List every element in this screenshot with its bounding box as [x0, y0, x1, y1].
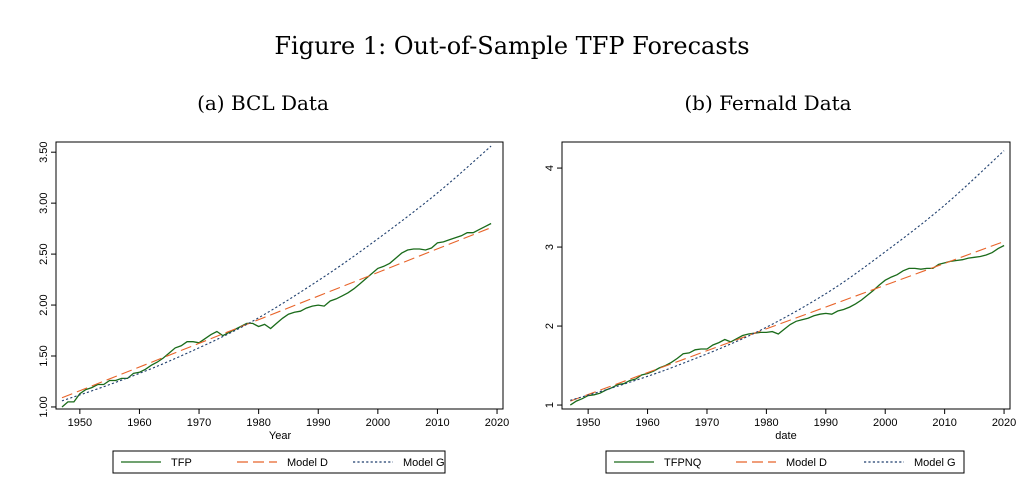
- series-line-3: [570, 150, 1005, 401]
- x-tick-label: 1980: [754, 417, 778, 429]
- x-axis-label: date: [775, 430, 796, 442]
- legend-box: [605, 450, 965, 474]
- x-axis-label: Year: [269, 430, 292, 442]
- legend-label: Model D: [786, 457, 827, 469]
- y-tick-label: 2: [544, 323, 556, 329]
- legend-box: [112, 450, 446, 474]
- series-line-3: [61, 145, 492, 402]
- y-tick-label: 2.50: [38, 243, 50, 264]
- panel-bcl: (a) BCL Data 1950 1960 1970 1980 1990 2000 201…: [38, 91, 509, 474]
- legend-label: TFP: [171, 457, 192, 469]
- plot-area: 1950 1960 1970 1980 1990 2000 2010 2020 1 2 3 4: [544, 141, 1016, 429]
- series-line-1: [569, 244, 1005, 406]
- x-tick-label: 1960: [635, 417, 659, 429]
- y-tick-label: 3.50: [38, 141, 50, 162]
- legend-label: Model G: [403, 457, 445, 469]
- series-line-1: [61, 222, 492, 408]
- x-tick-label: 2000: [873, 417, 897, 429]
- figure-title: Figure 1: Out-of-Sample TFP Forecasts: [274, 32, 749, 60]
- series-line-2: [61, 227, 492, 399]
- y-tick-label: 4: [544, 165, 556, 171]
- plot-frame: [561, 141, 1011, 410]
- x-tick-label: 2000: [366, 417, 390, 429]
- x-tick-label: 2010: [932, 417, 956, 429]
- x-tick-label: 2020: [485, 417, 509, 429]
- y-tick-label: 1.00: [38, 396, 50, 417]
- legend: TFPNQ Model D Model G: [605, 450, 965, 474]
- y-tick-label: 1: [544, 402, 556, 408]
- panel-title: (a) BCL Data: [197, 91, 329, 115]
- y-tick-label: 3.00: [38, 192, 50, 213]
- y-tick-label: 3: [544, 244, 556, 250]
- x-tick-label: 2020: [992, 417, 1016, 429]
- panel-title: (b) Fernald Data: [684, 91, 851, 115]
- series-line-2: [570, 240, 1005, 402]
- y-tick-label: 2.00: [38, 294, 50, 315]
- x-tick-label: 1950: [576, 417, 600, 429]
- x-tick-label: 2010: [425, 417, 449, 429]
- x-tick-label: 1990: [814, 417, 838, 429]
- x-tick-label: 1950: [68, 417, 92, 429]
- legend-label: Model G: [914, 457, 956, 469]
- x-tick-label: 1980: [246, 417, 270, 429]
- y-tick-label: 1.50: [38, 345, 50, 366]
- panel-fernald: (b) Fernald Data 1950 1960 1970 1980 1990 200…: [544, 91, 1016, 474]
- x-tick-label: 1990: [306, 417, 330, 429]
- x-tick-label: 1960: [127, 417, 151, 429]
- legend-label: TFPNQ: [664, 457, 702, 469]
- x-tick-label: 1970: [187, 417, 211, 429]
- plot-frame: [55, 141, 504, 410]
- legend: TFP Model D Model G: [112, 450, 446, 474]
- plot-area: 1950 1960 1970 1980 1990 2000 2010 2020 1.00 1.50…: [38, 141, 509, 429]
- legend-label: Model D: [287, 457, 328, 469]
- x-tick-label: 1970: [695, 417, 719, 429]
